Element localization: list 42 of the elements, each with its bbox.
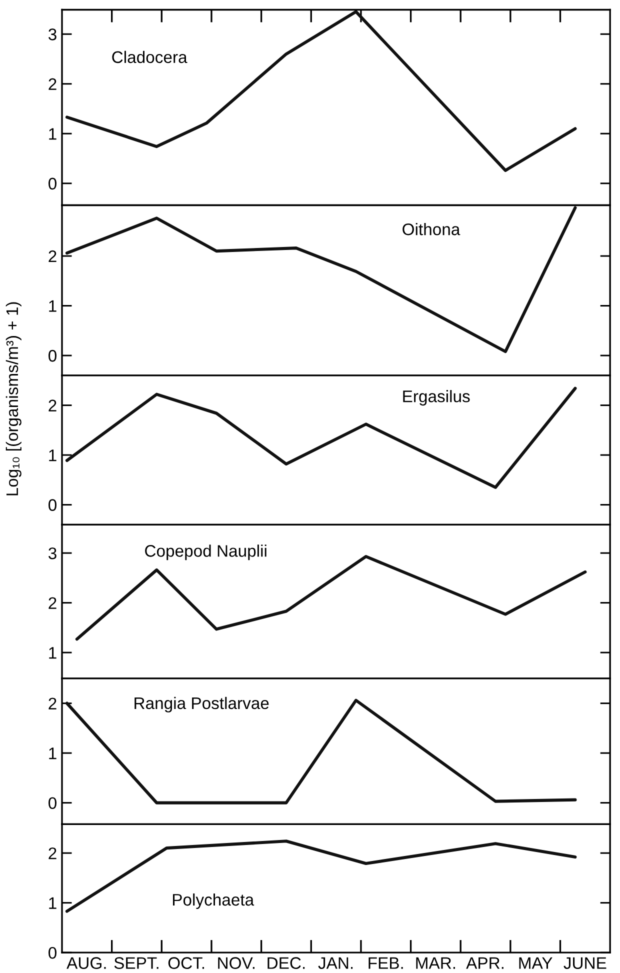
y-tick-label: 2 [48, 847, 56, 860]
y-tick-label: 2 [48, 250, 56, 262]
y-tick-label: 1 [49, 300, 56, 312]
y-tick-label: 0 [48, 797, 56, 810]
y-tick-label: 2 [48, 597, 56, 609]
y-tick-label: 0 [48, 946, 56, 959]
y-tick-label: 0 [48, 350, 56, 362]
line-series [65, 386, 577, 489]
y-tick-label: 2 [48, 698, 56, 710]
x-tick-label: AUG. [66, 957, 106, 969]
line-series [65, 206, 577, 354]
x-tick-label: DEC. [268, 957, 305, 969]
y-tick-label: 1 [49, 748, 56, 760]
y-tick-label: 1 [49, 647, 56, 659]
x-tick-label: APR. [466, 957, 504, 969]
line-series [65, 10, 577, 172]
x-tick-label: NOV. [218, 957, 254, 969]
line-series [65, 698, 577, 804]
line-series [65, 840, 577, 913]
y-tick-label: 0 [48, 178, 56, 190]
x-tick-label: JUNE [564, 957, 606, 969]
text: Rangia Postlarvae [134, 696, 269, 712]
y-tick-label: 1 [49, 450, 56, 462]
x-tick-label: OCT. [168, 957, 204, 969]
y-tick-label: 1 [49, 897, 56, 909]
y-tick-label: 2 [48, 78, 56, 90]
x-tick-label: MAY [519, 957, 552, 969]
text: Oithona [402, 223, 460, 236]
x-tick-label: FEB. [368, 957, 403, 969]
x-tick-label: JAN. [318, 957, 353, 969]
text: Polychaeta [172, 893, 254, 909]
y-tick-label: 3 [48, 28, 56, 40]
x-tick-label: SEPT. [114, 957, 158, 969]
y-axis-title: Log₁₀ [(organisms/m³) + 1) [6, 302, 22, 496]
text: Ergasilus [403, 390, 470, 406]
y-tick-label: 3 [48, 547, 56, 560]
x-tick-label: MAR. [416, 957, 456, 969]
y-tick-label: 1 [49, 128, 56, 140]
y-tick-label: 0 [48, 499, 56, 511]
y-tick-label: 2 [48, 400, 56, 412]
text: Copepod Nauplii [145, 544, 266, 560]
text: Cladocera [112, 50, 188, 64]
